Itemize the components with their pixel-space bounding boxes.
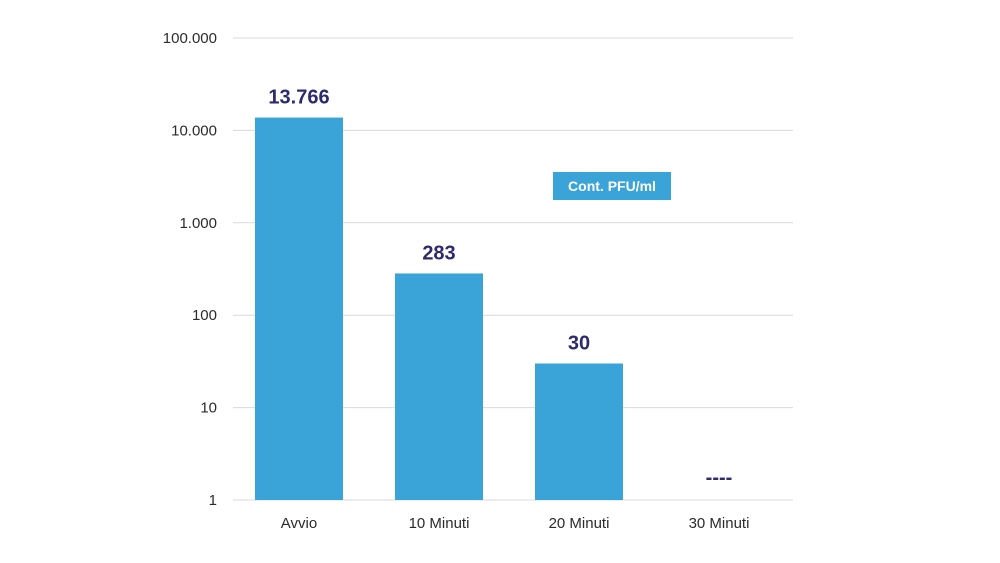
bar [255, 117, 343, 501]
legend-box [553, 172, 671, 200]
x-category-label: 10 Minuti [409, 515, 470, 532]
data-label: 30 [568, 333, 590, 355]
data-label: 283 [422, 242, 455, 264]
y-tick-label: 100 [192, 307, 217, 324]
y-tick-label: 10 [200, 400, 217, 417]
x-category-label: 30 Minuti [689, 515, 750, 532]
y-tick-label: 1.000 [179, 215, 217, 232]
bars-layer [255, 117, 623, 501]
bar [535, 363, 623, 500]
legend-label: Cont. PFU/ml [568, 178, 656, 194]
bar [395, 273, 483, 500]
legend: Cont. PFU/ml [553, 172, 671, 200]
labels-layer: 1 10 100 1.000 10.000 100.000 13.766 Avvio 283 10… [163, 30, 750, 532]
x-category-label: Avvio [281, 515, 317, 532]
x-category-label: 20 Minuti [549, 515, 610, 532]
data-label: 13.766 [268, 87, 329, 109]
y-tick-label: 1 [209, 492, 217, 509]
y-tick-label: 10.000 [171, 122, 217, 139]
y-tick-label: 100.000 [163, 30, 217, 47]
data-label: ---- [706, 467, 733, 489]
